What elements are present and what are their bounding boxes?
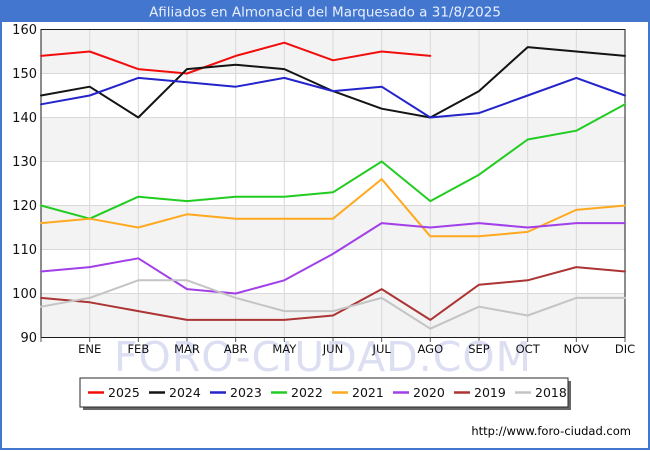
series-line-2022: [40, 103, 626, 220]
month-label-JUN: JUN: [322, 342, 343, 356]
page-title: Afiliados en Almonacid del Marquesado a …: [149, 5, 501, 21]
footer-url: http://www.foro-ciudad.com: [471, 424, 631, 438]
month-label-NOV: NOV: [564, 342, 589, 356]
month-label-SEP: SEP: [468, 342, 490, 356]
y-tick-label-140: 140: [12, 111, 37, 126]
month-label-JUL: JUL: [372, 342, 392, 356]
series-line-2023: [40, 76, 626, 119]
month-label-DIC: DIC: [615, 342, 635, 356]
series-line-2018: [40, 279, 626, 330]
legend-label-2020: 2020: [413, 385, 445, 400]
y-tick-label-90: 90: [20, 331, 37, 346]
legend-label-2025: 2025: [108, 385, 140, 400]
month-label-MAY: MAY: [272, 342, 297, 356]
title-bar: [2, 2, 648, 22]
legend-label-2022: 2022: [291, 385, 323, 400]
y-tick-label-100: 100: [12, 287, 37, 302]
y-tick-label-130: 130: [12, 155, 37, 170]
legend-label-2023: 2023: [230, 385, 262, 400]
y-tick-label-120: 120: [12, 199, 37, 214]
month-label-MAR: MAR: [174, 342, 200, 356]
series-line-2020: [40, 222, 626, 295]
month-label-ABR: ABR: [224, 342, 248, 356]
series-line-2021: [40, 178, 626, 238]
legend-label-2021: 2021: [352, 385, 384, 400]
legend-label-2024: 2024: [169, 385, 201, 400]
watermark-text: FORO-CIUDAD.COM: [114, 333, 532, 381]
series-line-2019: [40, 266, 626, 321]
month-label-FEB: FEB: [127, 342, 149, 356]
month-label-ENE: ENE: [78, 342, 101, 356]
y-tick-label-150: 150: [12, 67, 37, 82]
legend-label-2019: 2019: [474, 385, 506, 400]
legend-label-2018: 2018: [535, 385, 567, 400]
y-tick-label-160: 160: [12, 23, 37, 38]
month-label-OCT: OCT: [516, 342, 541, 356]
y-tick-label-110: 110: [12, 243, 37, 258]
month-label-AGO: AGO: [418, 342, 444, 356]
series-line-2025: [40, 41, 432, 75]
